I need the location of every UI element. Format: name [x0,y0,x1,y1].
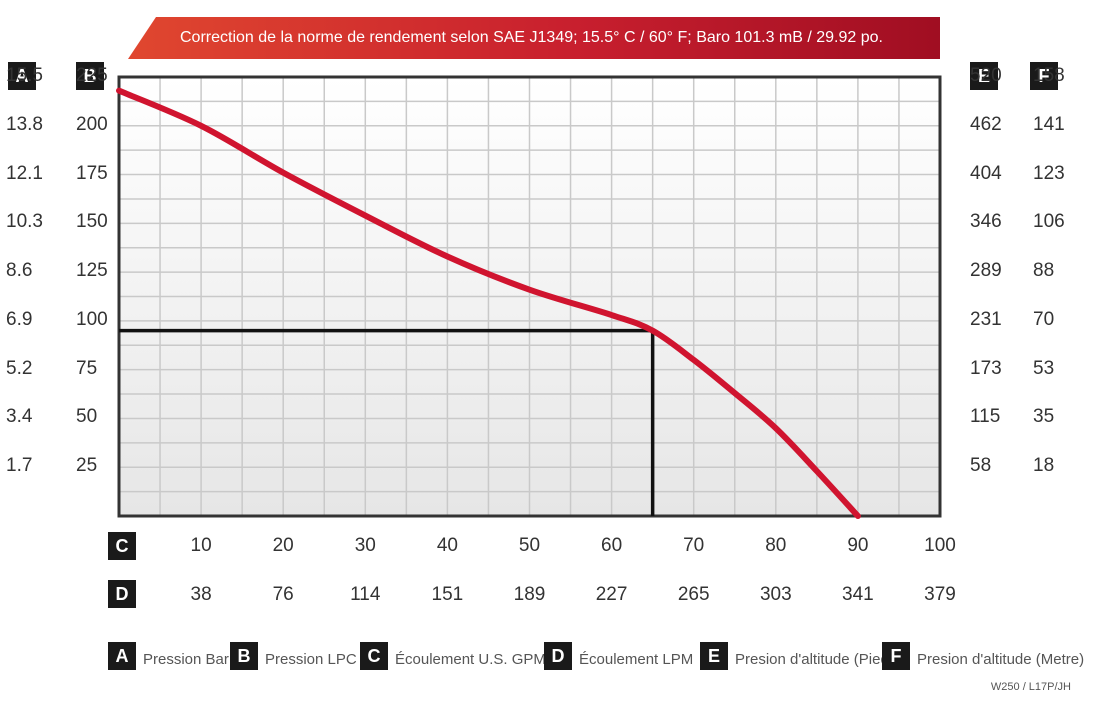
axis-a-tick-label: 1.7 [6,455,33,477]
performance-curve [116,87,861,519]
axis-b-tick-label: 225 [76,65,108,86]
axis-c-tick-label: 60 [601,535,623,556]
legend-item-b: B Pression LPC [230,642,357,670]
model-code: W250 / L17P/JH [990,681,1071,693]
axis-b-tick-label: 150 [76,211,108,233]
axis-e-tick-label: 404 [970,162,1002,184]
axis-b-tick-label: 100 [76,308,108,330]
axis-a-tick-label: 6.9 [6,308,33,330]
axis-d-tick-label: 341 [842,584,874,605]
axis-c-tick-label: 40 [436,535,458,556]
axis-d-tick-label: 114 [350,584,381,605]
legend-item-f: F Presion d'altitude (Metre) [882,642,1084,670]
axis-a-tick-label: 8.6 [6,260,33,282]
legend-item-d: D Écoulement LPM [544,642,693,670]
axis-f-badge: F [1030,62,1058,90]
axis-a-tick-label: 5.2 [6,357,33,379]
axis-f-tick-label: 88 [1033,260,1055,282]
axis-d-tick-label: 265 [677,584,710,605]
legend-badge-c: C [360,642,388,670]
legend-badge-a: A [108,642,136,670]
axis-d-badge: D [108,580,136,608]
axis-d-tick-label: 303 [759,584,792,605]
legend-label-d: Écoulement LPM [579,650,694,668]
axis-d-tick-label: 38 [190,584,212,605]
axis-a-tick-label: 12.1 [6,162,43,184]
axis-e-tick-label: 173 [970,357,1002,379]
axis-d-tick-label: 379 [924,584,956,605]
axis-a-tick-label: 13.8 [6,113,43,135]
legend-badge-e: E [700,642,728,670]
axis-d-tick-label: 76 [272,584,294,605]
axis-d-tick-label: 189 [513,584,546,605]
axis-e-tick-label: 58 [970,455,992,477]
axis-a-tick-label: 3.4 [6,406,33,428]
axis-b-badge: B [76,62,104,90]
axis-f-tick-label: 18 [1033,455,1055,477]
plot-frame [117,75,942,518]
axis-b-tick-label: 75 [76,357,98,379]
axis-e-tick-label: 346 [970,211,1002,233]
legend-label-f: Presion d'altitude (Metre) [917,650,1085,668]
axis-c-tick-label: 30 [354,535,376,556]
axis-e-tick-label: 462 [970,113,1002,135]
axis-c-tick-label: 10 [190,535,212,556]
axis-b-tick-label: 125 [76,260,108,282]
axis-f-tick-label: 35 [1033,406,1055,428]
axis-c-tick-label: 50 [518,535,541,556]
axis-d-tick-label: 151 [431,584,464,605]
legend-label-e: Presion d'altitude (Pied) [735,650,894,668]
axis-f-tick-label: 70 [1033,308,1055,330]
axis-a-tick-label: 15.5 [6,65,43,86]
axis-c-tick-label: 80 [765,535,787,556]
legend: A Pression Bar B Pression LPC C Écouleme… [108,642,1084,672]
legend-label-b: Pression LPC [265,650,357,668]
axis-c-tick-label: 20 [272,535,294,556]
legend-label-a: Pression Bar [143,650,229,668]
legend-badge-b: B [230,642,258,670]
axis-e-badge: E [970,62,998,90]
legend-badge-d: D [544,642,572,670]
legend-label-c: Écoulement U.S. GPM [395,650,546,668]
axis-a-badge: A [8,62,36,90]
axis-b-tick-label: 50 [76,406,98,428]
legend-item-c: C Écoulement U.S. GPM [360,642,546,670]
axis-c-badge: C [108,532,136,560]
axis-e-tick-label: 231 [970,308,1002,330]
legend-item-a: A Pression Bar [108,642,229,670]
axis-b-tick-label: 200 [76,113,108,135]
axis-f-tick-label: 53 [1033,357,1055,379]
chart-title-banner: Correction de la norme de rendement selo… [128,17,940,59]
axis-e-tick-label: 115 [970,406,1001,428]
axis-c-tick-label: 70 [683,535,705,556]
axis-e-tick-label: 289 [970,260,1002,282]
axis-c-tick-label: 90 [847,535,869,556]
axis-f-tick-label: 158 [1033,65,1065,86]
axis-b-tick-label: 25 [76,455,98,477]
legend-badge-f: F [882,642,910,670]
axis-c-tick-label: 100 [924,535,956,556]
chart-title: Correction de la norme de rendement selo… [180,29,883,46]
legend-item-e: E Presion d'altitude (Pied) [700,642,894,670]
axis-b-tick-label: 175 [76,162,108,184]
axis-f-tick-label: 141 [1033,113,1065,135]
axis-f-tick-label: 106 [1033,211,1065,233]
axis-a-tick-label: 10.3 [6,211,43,233]
axis-e-tick-label: 520 [970,65,1002,86]
axis-f-tick-label: 123 [1033,162,1065,184]
axis-d-tick-label: 227 [595,584,628,605]
